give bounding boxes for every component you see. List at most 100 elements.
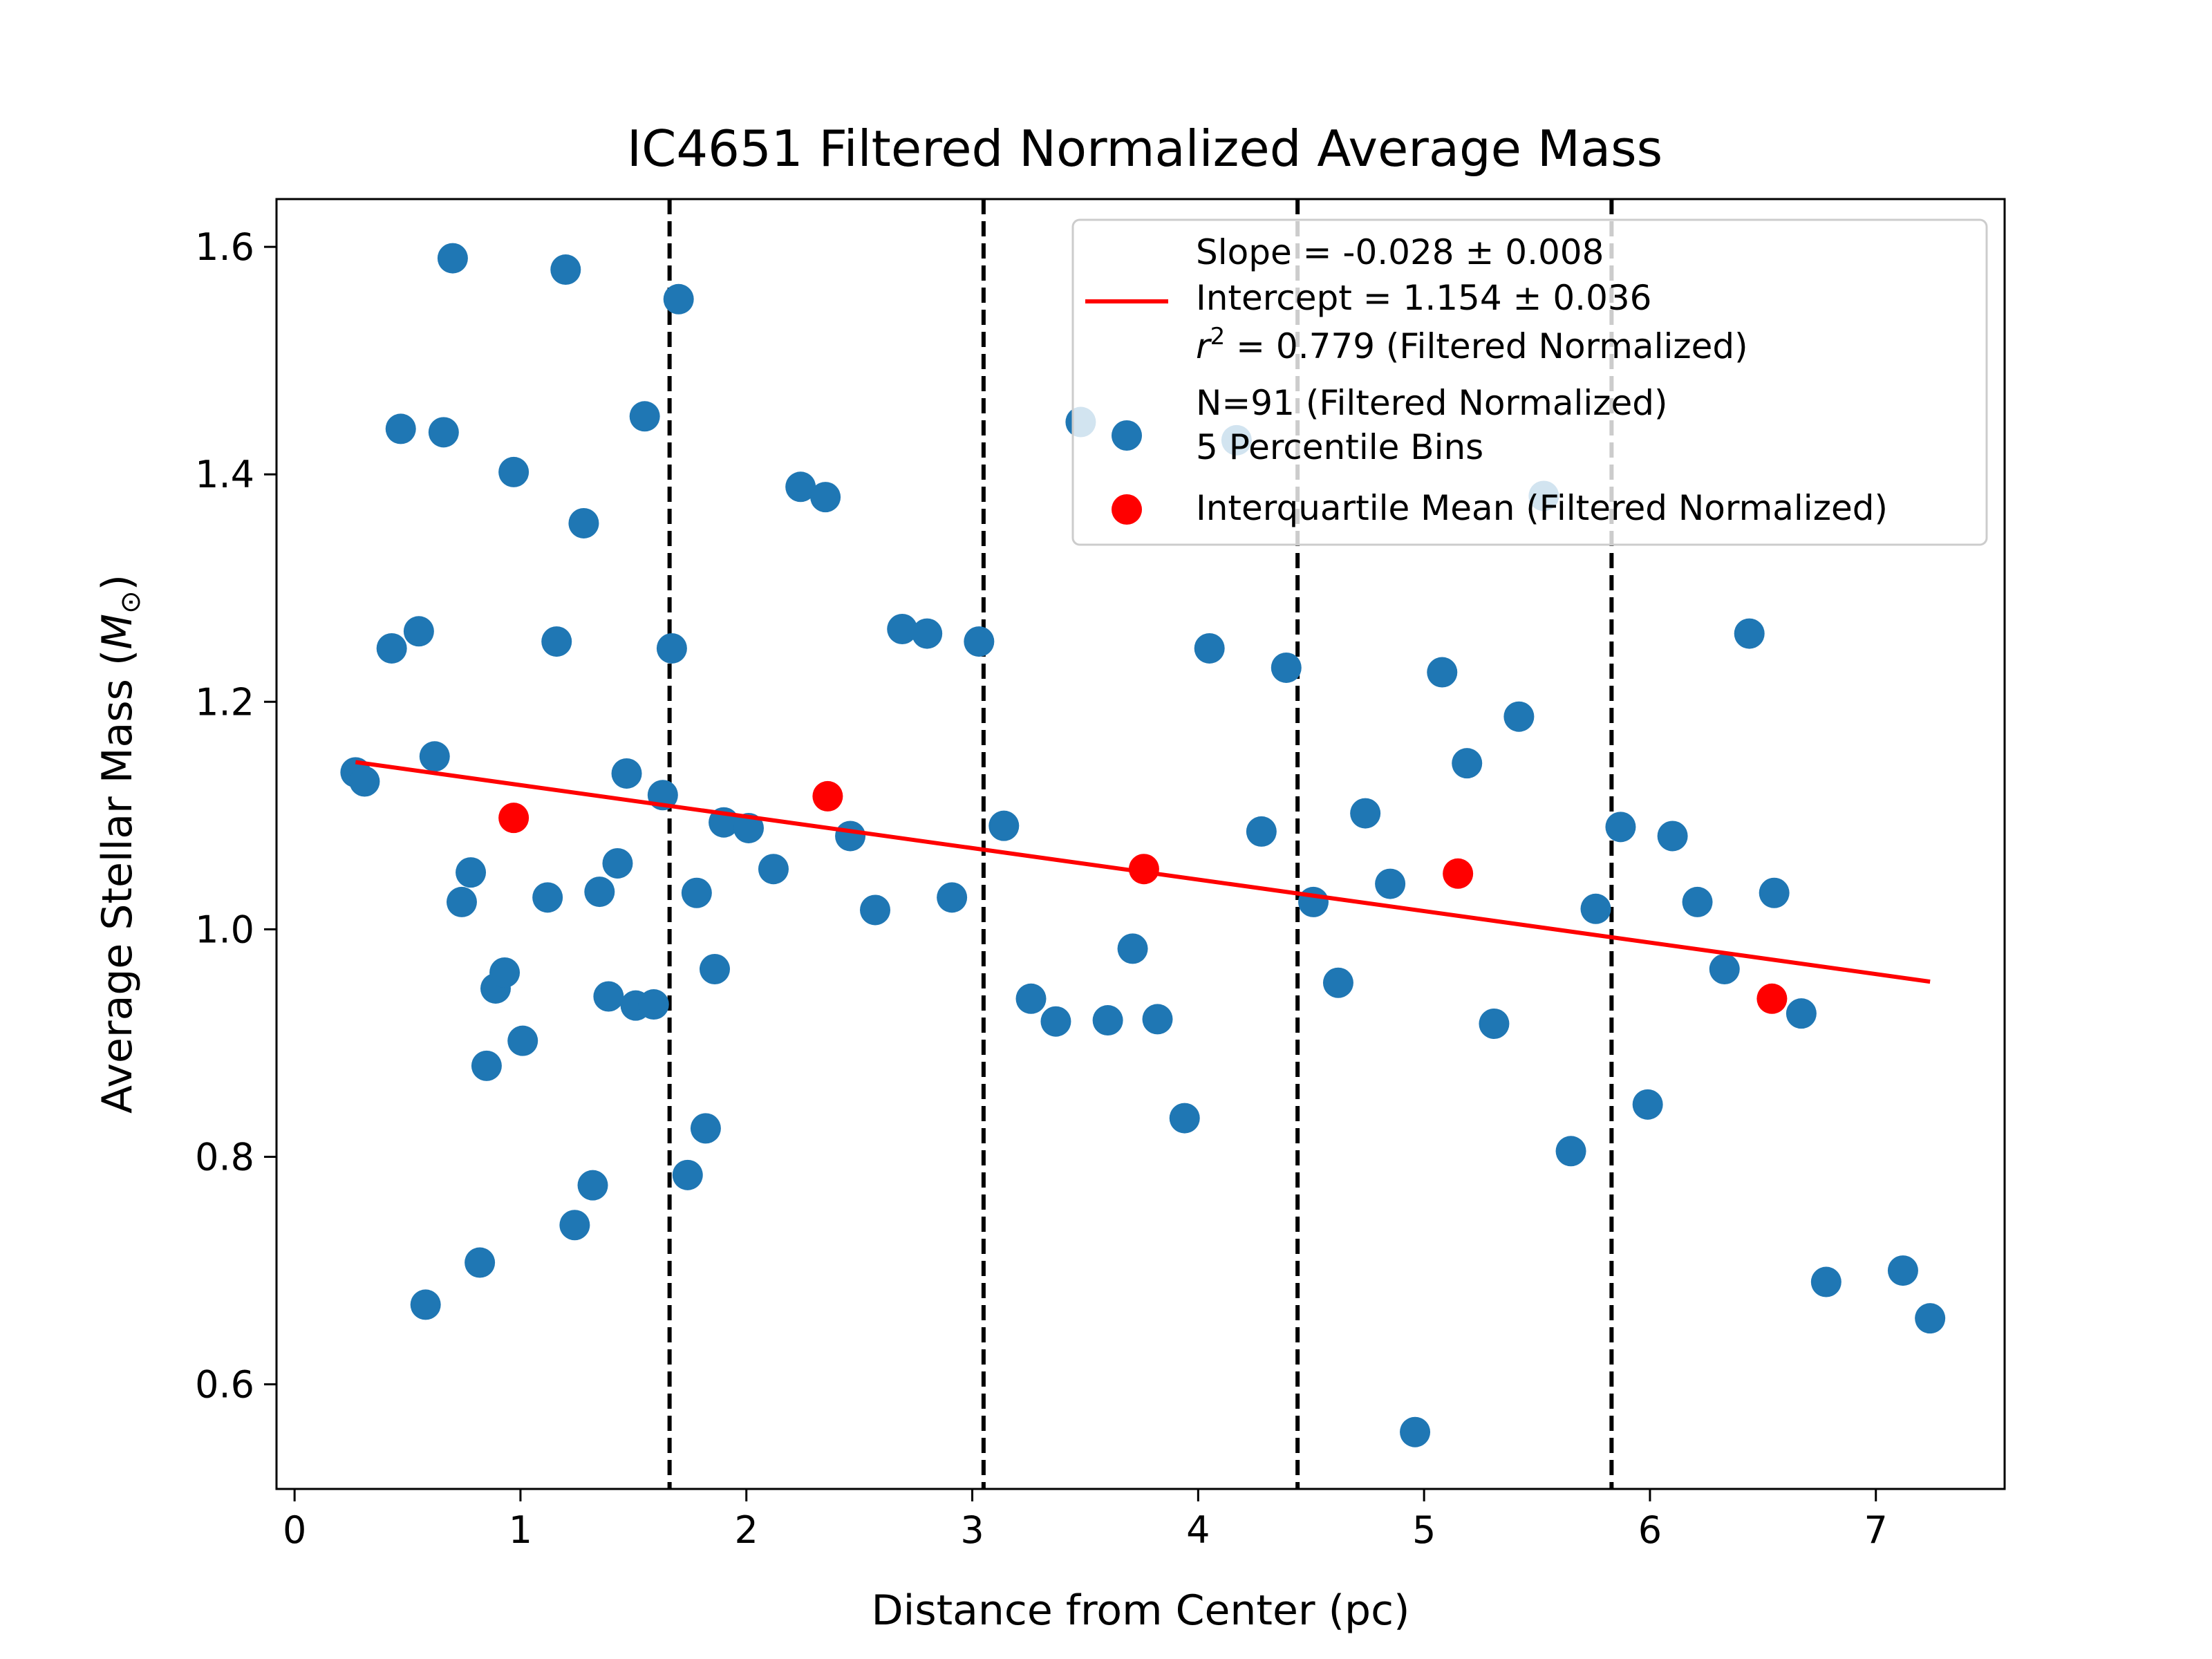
interquartile-mean-point xyxy=(812,780,843,812)
interquartile-mean-point xyxy=(498,803,529,834)
x-axis-label: Distance from Center (pc) xyxy=(871,1586,1409,1635)
data-point xyxy=(1657,821,1688,852)
x-tick-label: 4 xyxy=(1186,1508,1210,1552)
data-point xyxy=(810,482,841,513)
data-point xyxy=(471,1050,502,1081)
data-point xyxy=(465,1247,496,1278)
data-point xyxy=(1169,1103,1200,1134)
legend-r-squared: r2 = 0.779 (Filtered Normalized) xyxy=(1196,323,1748,366)
data-point xyxy=(1322,967,1353,998)
data-point xyxy=(912,618,943,649)
data-series-points xyxy=(340,243,1946,1447)
y-tick-label: 0.6 xyxy=(195,1363,254,1407)
data-point xyxy=(550,254,581,285)
data-point xyxy=(1092,1005,1123,1036)
data-point xyxy=(403,616,434,647)
y-tick-label: 1.6 xyxy=(195,225,254,269)
data-point xyxy=(1117,933,1148,964)
x-tick-label: 3 xyxy=(960,1508,984,1552)
data-point xyxy=(584,877,615,908)
data-point xyxy=(1040,1006,1071,1037)
data-point xyxy=(785,471,816,503)
legend-sample-count: N=91 (Filtered Normalized) xyxy=(1196,383,1668,423)
data-point xyxy=(638,989,669,1020)
data-point xyxy=(507,1025,538,1056)
x-tick-label: 5 xyxy=(1412,1508,1436,1552)
interquartile-mean-point xyxy=(1756,983,1788,1014)
data-point xyxy=(419,741,450,772)
data-point xyxy=(860,894,891,926)
data-point xyxy=(758,854,789,885)
legend-red-marker xyxy=(1112,494,1142,525)
data-point xyxy=(1375,868,1406,899)
interquartile-mean-points xyxy=(498,780,1788,1014)
interquartile-mean-point xyxy=(1443,858,1474,889)
chart-title: IC4651 Filtered Normalized Average Mass xyxy=(627,120,1662,178)
x-tick-label: 0 xyxy=(283,1508,306,1552)
data-point xyxy=(1400,1416,1431,1447)
data-point xyxy=(681,877,712,908)
data-point xyxy=(1479,1008,1510,1039)
data-point xyxy=(835,821,866,852)
x-tick-label: 7 xyxy=(1864,1508,1888,1552)
data-point xyxy=(887,614,918,644)
legend-box xyxy=(1071,218,1988,546)
data-point xyxy=(1580,893,1611,924)
data-point xyxy=(428,417,459,448)
legend-intercept: Intercept = 1.154 ± 0.036 xyxy=(1196,278,1652,318)
data-point xyxy=(541,626,572,657)
data-point xyxy=(1555,1136,1586,1167)
data-point xyxy=(1427,657,1458,688)
data-point xyxy=(1915,1303,1946,1334)
data-point xyxy=(577,1170,608,1201)
interquartile-mean-point xyxy=(1128,854,1159,885)
data-point xyxy=(1194,632,1225,664)
data-point xyxy=(1271,652,1302,683)
data-point xyxy=(349,766,380,797)
y-tick-label: 0.8 xyxy=(195,1136,254,1179)
legend-slope: Slope = -0.028 ± 0.008 xyxy=(1196,232,1604,272)
y-axis: 0.6 0.8 1.0 1.2 1.4 1.6 xyxy=(195,225,276,1407)
x-tick-label: 2 xyxy=(735,1508,758,1552)
data-point xyxy=(611,758,642,789)
x-axis: 0 1 2 3 4 5 6 7 xyxy=(283,1489,1888,1552)
data-point xyxy=(1246,816,1277,847)
y-tick-label: 1.0 xyxy=(195,908,254,951)
bin-boundaries xyxy=(667,199,1614,1489)
data-point xyxy=(446,886,477,917)
data-point xyxy=(1142,1004,1173,1035)
data-point xyxy=(1350,798,1381,829)
data-point xyxy=(1709,954,1740,985)
y-tick-label: 1.2 xyxy=(195,680,254,724)
data-point xyxy=(1810,1266,1841,1297)
data-point xyxy=(937,882,968,913)
data-point xyxy=(376,632,407,664)
data-point xyxy=(593,981,624,1012)
data-point xyxy=(532,882,563,913)
data-point xyxy=(1887,1255,1918,1286)
data-point xyxy=(1503,701,1535,732)
data-point xyxy=(733,812,765,843)
x-tick-label: 1 xyxy=(509,1508,532,1552)
y-axis-label: Average Stellar Mass (M⊙) xyxy=(93,574,147,1114)
data-point xyxy=(964,626,995,657)
data-point xyxy=(672,1159,703,1190)
legend-blue-marker xyxy=(1112,420,1142,451)
x-tick-label: 6 xyxy=(1638,1508,1662,1552)
data-point xyxy=(1759,877,1790,908)
data-point xyxy=(602,847,633,879)
data-point xyxy=(489,957,521,988)
data-point xyxy=(437,243,468,274)
data-point xyxy=(988,810,1020,841)
data-point xyxy=(1452,748,1483,779)
data-point xyxy=(1682,886,1713,917)
data-point xyxy=(559,1210,590,1241)
data-point xyxy=(656,632,687,664)
data-point xyxy=(663,283,694,315)
data-point xyxy=(1015,983,1047,1014)
data-point xyxy=(1785,998,1817,1029)
data-point xyxy=(456,857,487,888)
data-point xyxy=(498,456,529,487)
